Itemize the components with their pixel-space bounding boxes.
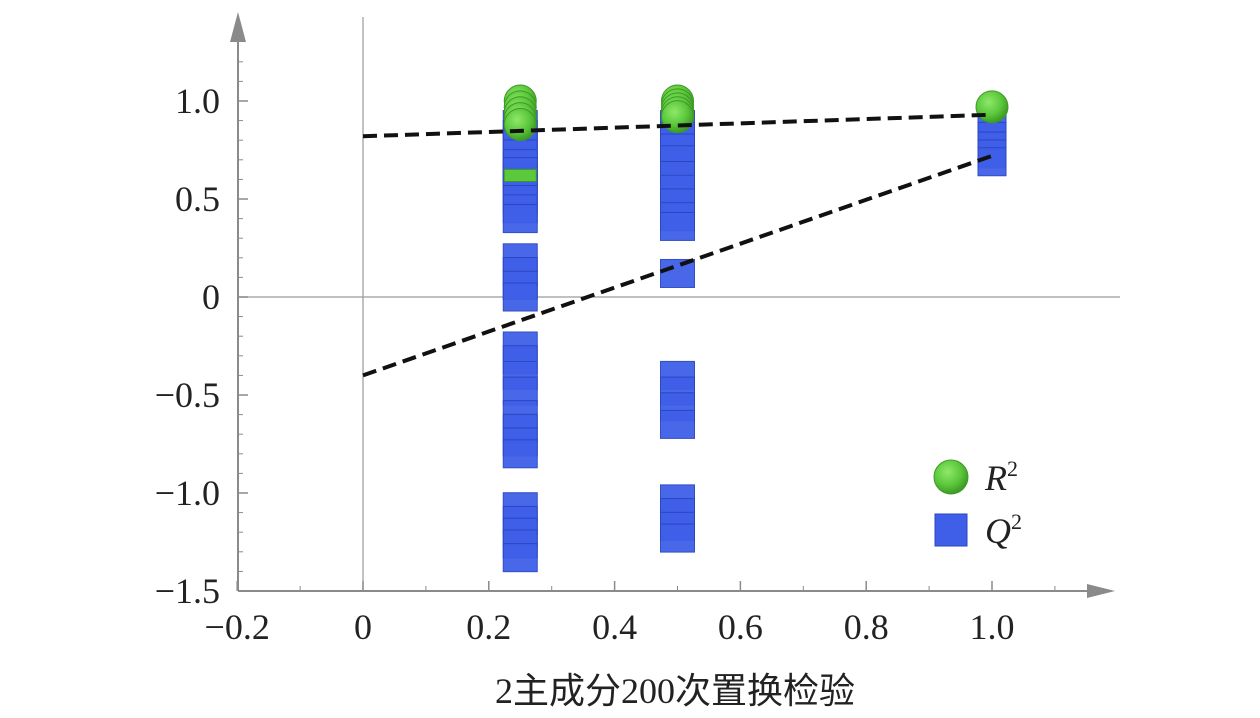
y-tick-label: −0.5 [155,375,220,415]
legend-r2-sup: 2 [1007,456,1018,481]
r2-point [503,108,537,142]
legend: R2 Q2 [933,456,1022,551]
x-tick-label: 0.2 [466,607,511,647]
y-axis-arrow [230,12,246,42]
q2-point [660,523,695,553]
q2-point [502,204,538,234]
x-tick-label: 0 [354,607,372,647]
q2-point [977,147,1007,177]
x-tick-label: 1.0 [970,607,1015,647]
q2-point [502,543,538,573]
axes-group [230,12,1120,598]
x-tick-label: 0.6 [718,607,763,647]
x-tick-label: 0.4 [592,607,637,647]
x-axis-title: 2主成分200次置换检验 [495,671,855,711]
q2-point [502,282,538,312]
q2-point [660,409,695,439]
q2-point [502,439,538,469]
y-tick-label: 0.5 [175,179,220,219]
q2-point [660,258,695,288]
legend-q2-main: Q [985,511,1011,551]
r2-point [975,90,1009,124]
y-tick-label: 1.0 [175,81,220,121]
labels-group: 1.0 0.5 0 −0.5 −1.0 −1.5−0.2 0 0.2 0.4 0.6 0.8 1.0 2… [155,81,1015,711]
q2-point [660,211,695,241]
legend-r2-main: R [984,458,1007,498]
r2-point [503,168,537,182]
legend-r2-label: R2 [984,456,1018,498]
y-tick-label: −1.0 [155,473,220,513]
ticks-group [236,61,1056,592]
r2-points-group [503,84,1009,182]
x-tick-label: −0.2 [205,607,270,647]
y-tick-label: 0 [202,277,220,317]
x-tick-label: 0.8 [844,607,889,647]
trend-lines-group [362,112,993,378]
y-tick-label: −1.5 [155,571,220,611]
legend-q2-sup: 2 [1011,509,1022,534]
q2-trend-line [362,153,993,378]
legend-q2-label: Q2 [985,509,1022,551]
legend-r2-marker [933,459,969,495]
q2-points-group [502,110,1007,573]
x-axis-arrow [1087,584,1115,598]
legend-q2-marker [934,513,968,547]
